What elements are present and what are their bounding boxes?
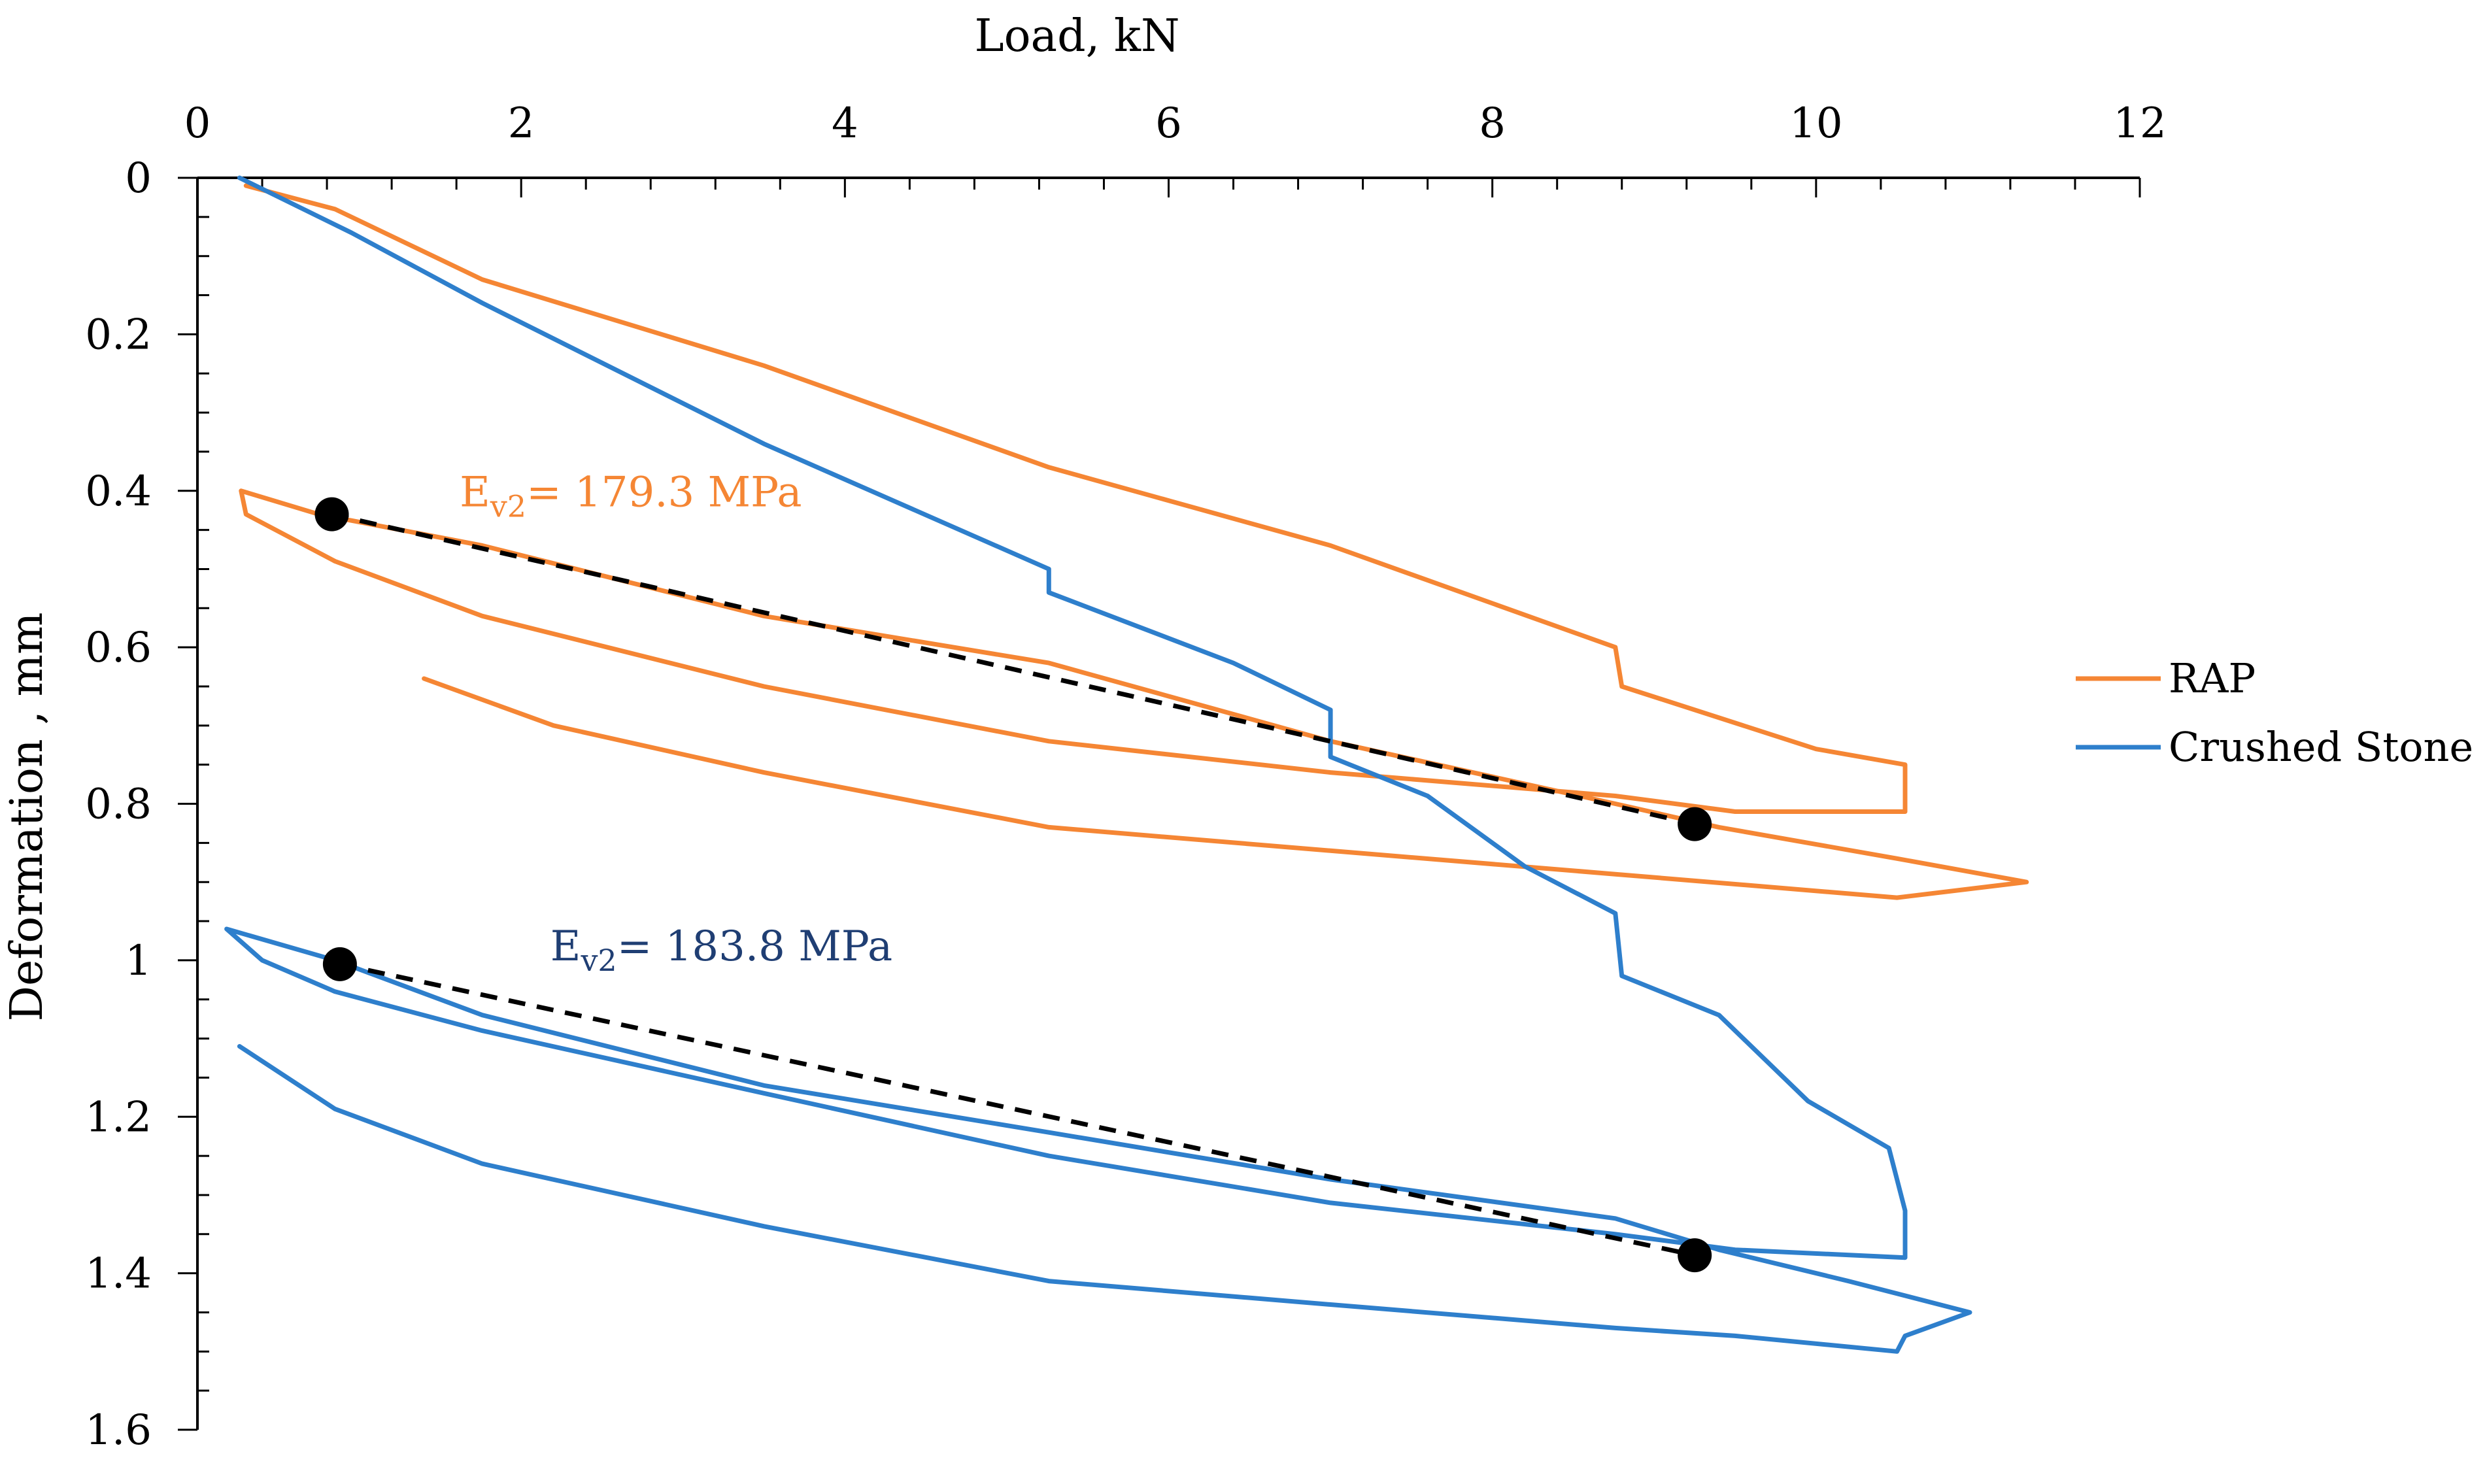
x-tick-label: 10 [1789,99,1842,148]
legend-label-crushed-stone: Crushed Stone [2169,723,2473,771]
ev2-secant-marker [1678,1238,1712,1273]
ev2-secant-marker [1678,807,1712,841]
ev2-annotation-2: Ev2= 183.8 MPa [550,922,892,978]
y-tick-label: 1.2 [85,1093,152,1141]
rap-series-line [239,183,2029,900]
labels-layer: Ev2= 179.3 MPa Ev2= 183.8 MPa [460,469,892,978]
ev2-secant-marker [314,497,349,531]
crushed-stone-series-line [224,175,1972,1354]
x-axis-title: Load, kN [974,10,1179,62]
fit-lines-layer [314,497,1712,1273]
x-tick-label: 2 [508,99,535,148]
y-axis-title: Deformation , mm [1,612,53,1021]
y-tick-label: 0 [125,154,152,203]
legend-label-rap: RAP [2169,654,2256,702]
y-tick-label: 1.6 [85,1406,152,1455]
y-tick-label: 0.8 [85,781,152,829]
y-tick-label: 1 [125,937,152,985]
x-tick-label: 6 [1155,99,1182,148]
x-tick-label: 4 [832,99,858,148]
ev2-secant-line-1 [331,512,1695,827]
y-tick-label: 0.4 [85,467,152,516]
axes: 0 2 4 6 8 10 12 0 0.2 0.4 0.6 0.8 1 1.2 1.4 1.6 Load, kN… [1,10,2167,1455]
y-tick-label: 0.6 [85,624,152,672]
x-tick-label: 8 [1479,99,1506,148]
ev2-annotation-1: Ev2= 179.3 MPa [460,469,802,524]
x-tick-label: 0 [184,99,211,148]
series-layer [224,175,2029,1354]
ev2-secant-marker [322,947,357,981]
legend: RAP Crushed Stone [2076,654,2473,771]
ev2-secant-line-2 [339,962,1695,1258]
x-tick-label: 12 [2113,99,2166,148]
y-tick-label: 1.4 [85,1250,152,1298]
y-tick-label: 0.2 [85,311,152,359]
